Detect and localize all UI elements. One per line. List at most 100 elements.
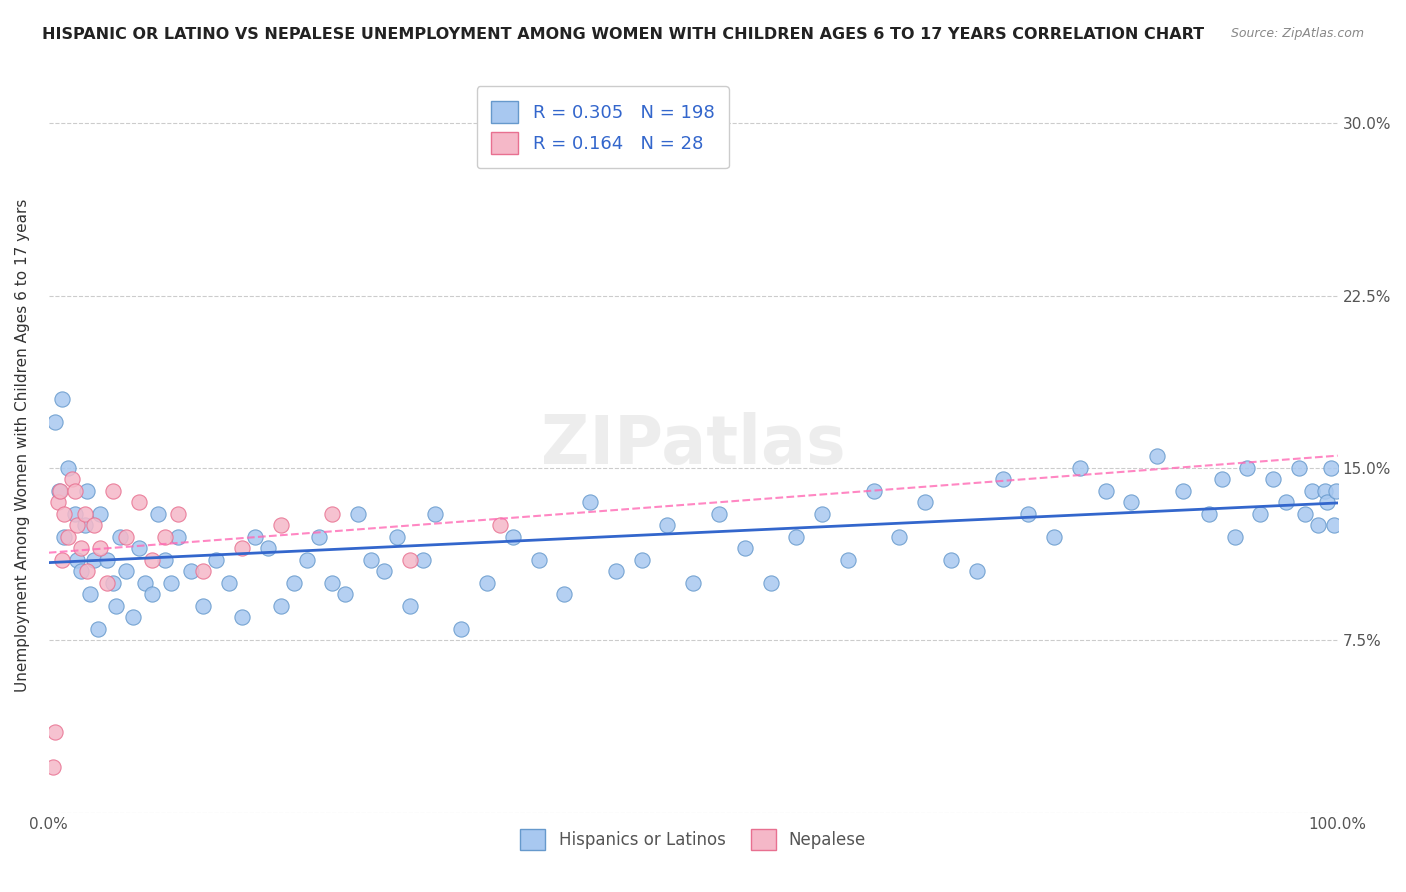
Point <box>1069 461 1091 475</box>
Point <box>385 530 408 544</box>
Point <box>347 507 370 521</box>
Point <box>398 599 420 613</box>
Point <box>48 483 70 498</box>
Point <box>76 565 98 579</box>
Text: ZIPatlas: ZIPatlas <box>541 412 845 478</box>
Point <box>1198 507 1220 521</box>
Point <box>966 565 988 579</box>
Point <box>295 553 318 567</box>
Point <box>44 415 66 429</box>
Point <box>121 610 143 624</box>
Point <box>66 518 89 533</box>
Point <box>128 495 150 509</box>
Y-axis label: Unemployment Among Women with Children Ages 6 to 17 years: Unemployment Among Women with Children A… <box>15 198 30 691</box>
Point <box>89 507 111 521</box>
Point <box>1223 530 1246 544</box>
Point <box>785 530 807 544</box>
Point <box>270 518 292 533</box>
Point <box>166 507 188 521</box>
Point <box>1301 483 1323 498</box>
Point <box>335 587 357 601</box>
Point <box>682 575 704 590</box>
Point <box>412 553 434 567</box>
Point <box>148 507 170 521</box>
Point <box>1236 461 1258 475</box>
Point <box>141 587 163 601</box>
Point <box>489 518 512 533</box>
Point <box>1146 450 1168 464</box>
Point <box>475 575 498 590</box>
Point <box>862 483 884 498</box>
Point <box>115 565 138 579</box>
Point <box>1275 495 1298 509</box>
Point <box>160 575 183 590</box>
Point <box>889 530 911 544</box>
Point <box>63 507 86 521</box>
Point <box>153 530 176 544</box>
Point <box>579 495 602 509</box>
Point <box>1171 483 1194 498</box>
Point <box>53 507 76 521</box>
Point <box>283 575 305 590</box>
Point <box>991 473 1014 487</box>
Point <box>70 565 93 579</box>
Point <box>321 507 343 521</box>
Point <box>1313 483 1336 498</box>
Point <box>166 530 188 544</box>
Point <box>553 587 575 601</box>
Point <box>270 599 292 613</box>
Point <box>66 553 89 567</box>
Point <box>103 575 125 590</box>
Point <box>257 541 280 556</box>
Point <box>51 553 73 567</box>
Point <box>1308 518 1330 533</box>
Point <box>104 599 127 613</box>
Point <box>231 541 253 556</box>
Point <box>398 553 420 567</box>
Point <box>141 553 163 567</box>
Point <box>1094 483 1116 498</box>
Point <box>193 565 215 579</box>
Point <box>657 518 679 533</box>
Point <box>128 541 150 556</box>
Point <box>41 759 63 773</box>
Point <box>1249 507 1271 521</box>
Point <box>630 553 652 567</box>
Point <box>153 553 176 567</box>
Point <box>759 575 782 590</box>
Point <box>89 541 111 556</box>
Point <box>450 622 472 636</box>
Point <box>914 495 936 509</box>
Point <box>1294 507 1316 521</box>
Point <box>76 483 98 498</box>
Point <box>605 565 627 579</box>
Point <box>837 553 859 567</box>
Point <box>56 530 79 544</box>
Point <box>1324 483 1347 498</box>
Point <box>87 622 110 636</box>
Point <box>1320 461 1343 475</box>
Point <box>73 507 96 521</box>
Point <box>1263 473 1285 487</box>
Text: Source: ZipAtlas.com: Source: ZipAtlas.com <box>1230 27 1364 40</box>
Point <box>73 518 96 533</box>
Point <box>243 530 266 544</box>
Point <box>1323 518 1346 533</box>
Point <box>1121 495 1143 509</box>
Point <box>46 495 69 509</box>
Point <box>707 507 730 521</box>
Point <box>96 553 118 567</box>
Point <box>53 530 76 544</box>
Point <box>811 507 834 521</box>
Point <box>527 553 550 567</box>
Point <box>321 575 343 590</box>
Point <box>1043 530 1066 544</box>
Point <box>1316 495 1339 509</box>
Point <box>108 530 131 544</box>
Point <box>83 518 105 533</box>
Point <box>373 565 395 579</box>
Point <box>83 553 105 567</box>
Point <box>103 483 125 498</box>
Point <box>51 392 73 406</box>
Point <box>44 725 66 739</box>
